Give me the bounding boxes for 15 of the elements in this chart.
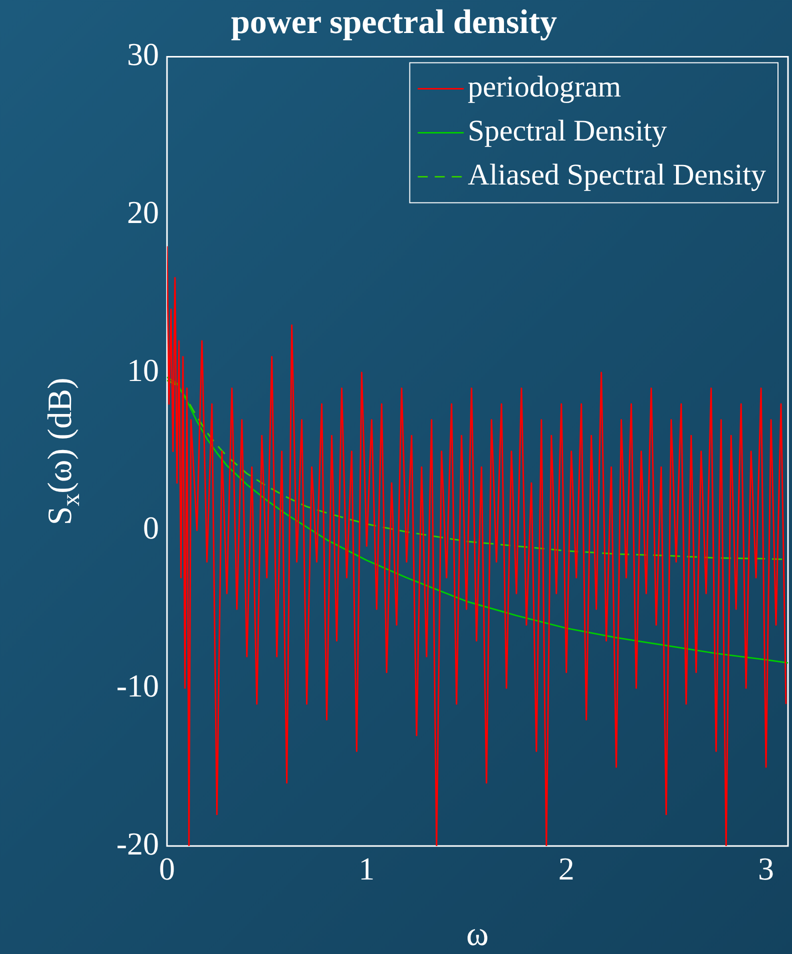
x-tick-label: 1 xyxy=(358,850,375,887)
x-axis-title: ω xyxy=(466,916,489,953)
chart-title: power spectral density xyxy=(230,4,558,42)
legend-label: periodogram xyxy=(468,70,622,104)
y-tick-label: 0 xyxy=(143,510,159,546)
x-tick-label: 3 xyxy=(758,850,774,887)
y-tick-label: 30 xyxy=(127,36,159,72)
y-tick-label: 20 xyxy=(127,194,159,230)
y-tick-label: 10 xyxy=(127,352,159,388)
legend-label: Spectral Density xyxy=(468,114,667,148)
y-axis-title: Sx(ω) (dB) xyxy=(42,378,85,526)
y-tick-label: -10 xyxy=(116,668,159,704)
y-tick-label: -20 xyxy=(116,825,159,862)
legend-label: Aliased Spectral Density xyxy=(468,158,766,192)
x-tick-label: 2 xyxy=(558,850,574,887)
